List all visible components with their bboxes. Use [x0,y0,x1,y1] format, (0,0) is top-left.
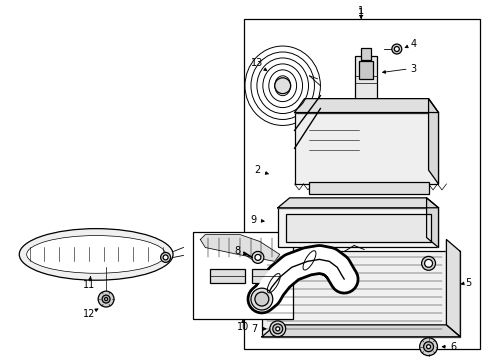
Bar [360,48,370,60]
Text: 13: 13 [250,58,263,68]
Circle shape [269,321,285,337]
Bar [262,251,459,337]
Circle shape [254,292,268,306]
Circle shape [161,252,170,262]
Circle shape [102,295,110,303]
Circle shape [104,298,107,301]
Polygon shape [427,99,438,184]
Circle shape [254,255,260,260]
Text: 1: 1 [357,8,364,18]
Circle shape [274,78,290,94]
Bar [193,231,292,319]
Text: 3: 3 [410,64,416,74]
Circle shape [426,345,429,349]
Text: 9: 9 [250,215,257,225]
Ellipse shape [244,46,320,125]
Text: 10: 10 [236,322,248,332]
Bar [244,19,479,349]
Circle shape [272,324,282,334]
Text: 6: 6 [449,342,455,352]
Bar [277,208,438,247]
Text: 7: 7 [250,324,257,334]
Polygon shape [294,99,438,113]
Text: 5: 5 [464,278,470,288]
Polygon shape [446,239,459,337]
Polygon shape [277,198,438,208]
Text: 2: 2 [253,165,260,175]
Circle shape [275,327,279,331]
Ellipse shape [19,229,173,280]
Circle shape [163,255,168,260]
Bar [251,269,279,283]
Circle shape [98,291,114,307]
Circle shape [424,260,432,267]
Text: 1: 1 [357,6,364,16]
Circle shape [250,288,272,310]
Text: 11: 11 [83,280,95,290]
Polygon shape [200,235,279,261]
Bar [358,61,372,79]
Text: 8: 8 [234,247,240,256]
Ellipse shape [27,235,165,273]
Bar [309,182,427,194]
Text: 12: 12 [83,309,95,319]
Circle shape [393,46,399,51]
Polygon shape [426,198,438,247]
Bar [354,56,376,105]
Bar [294,113,438,184]
Circle shape [423,342,433,352]
Text: 4: 4 [410,39,416,49]
Bar [285,214,429,242]
Circle shape [391,44,401,54]
Circle shape [419,338,437,356]
Bar [210,269,244,283]
Polygon shape [262,325,459,337]
Circle shape [421,256,435,270]
Circle shape [251,251,264,264]
